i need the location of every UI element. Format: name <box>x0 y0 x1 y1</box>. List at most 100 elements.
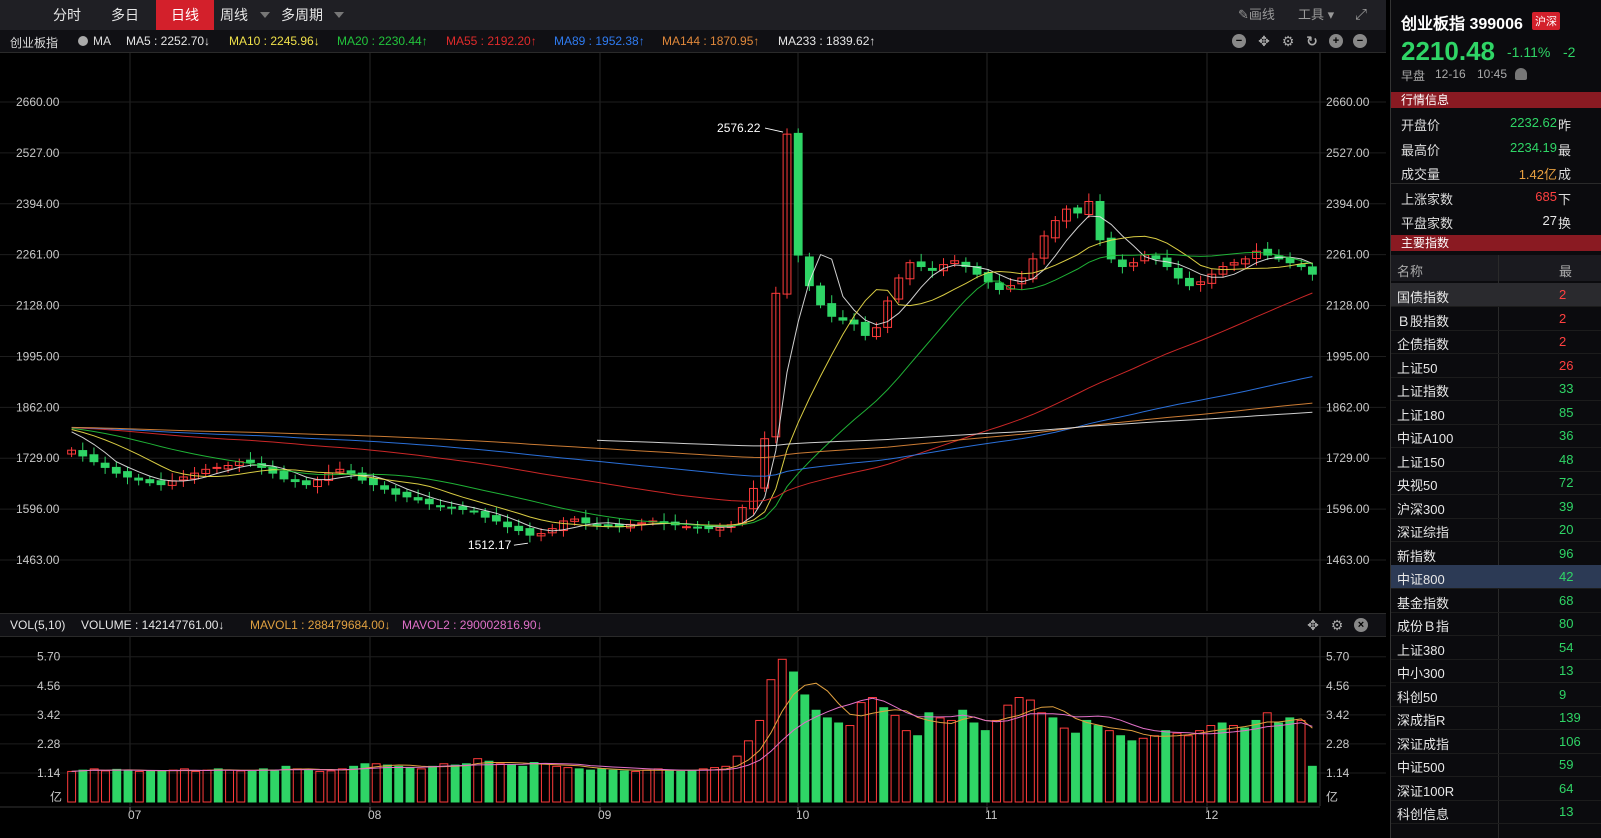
volume-bar[interactable] <box>789 671 798 803</box>
volume-bar[interactable] <box>552 765 562 803</box>
index-row[interactable]: 科创50 9 <box>1391 683 1601 707</box>
candle[interactable] <box>424 498 434 505</box>
volume-bar[interactable] <box>642 769 652 803</box>
collapse-icon[interactable]: − <box>1232 34 1246 48</box>
volume-bar[interactable] <box>315 770 325 803</box>
index-row[interactable]: 成份Ｂ指 80 <box>1391 612 1601 636</box>
volume-bar[interactable] <box>1172 732 1182 803</box>
candle[interactable] <box>1296 264 1306 268</box>
tab-multiperiod[interactable]: 多周期 <box>281 7 323 23</box>
index-row[interactable]: 深证成指 106 <box>1391 730 1601 754</box>
volume-bar[interactable] <box>1206 725 1216 803</box>
refresh-icon[interactable]: ↻ <box>1306 33 1318 49</box>
candle[interactable] <box>402 491 412 498</box>
volume-bar[interactable] <box>1195 730 1205 803</box>
candle[interactable] <box>223 464 233 470</box>
candle[interactable] <box>1307 266 1317 275</box>
candle[interactable] <box>78 450 88 457</box>
volume-bar[interactable] <box>1082 719 1092 803</box>
candle[interactable] <box>916 261 926 268</box>
draw-line-button[interactable]: ✎画线 <box>1238 0 1275 30</box>
volume-bar[interactable] <box>112 768 122 803</box>
volume-bar[interactable] <box>101 770 110 803</box>
volume-bar[interactable] <box>732 755 742 803</box>
volume-bar[interactable] <box>856 702 866 803</box>
candle[interactable] <box>212 466 222 469</box>
volume-bar[interactable] <box>1183 735 1193 803</box>
volume-bar[interactable] <box>1071 732 1080 803</box>
candle[interactable] <box>1185 277 1194 287</box>
volume-bar[interactable] <box>980 730 990 803</box>
add-icon[interactable]: + <box>1329 34 1343 48</box>
volume-bar[interactable] <box>811 709 821 803</box>
volume-bar[interactable] <box>123 769 133 803</box>
volume-bar[interactable] <box>1127 740 1137 803</box>
candle[interactable] <box>760 438 770 489</box>
volume-bar[interactable] <box>1251 719 1261 803</box>
volume-bar[interactable] <box>766 679 776 803</box>
candle[interactable] <box>100 462 110 468</box>
volume-bar[interactable] <box>721 765 731 803</box>
candle[interactable] <box>368 478 378 486</box>
candle[interactable] <box>592 523 602 526</box>
candle[interactable] <box>681 526 691 529</box>
volume-bar[interactable] <box>304 769 313 803</box>
tab-daily[interactable]: 日线 <box>156 0 214 30</box>
candle[interactable] <box>301 480 311 486</box>
index-row[interactable]: 中证500 59 <box>1391 753 1601 777</box>
volume-bar[interactable] <box>619 770 629 803</box>
candle[interactable] <box>525 528 535 536</box>
candle[interactable] <box>246 459 255 463</box>
volume-bar[interactable] <box>608 769 618 803</box>
candle[interactable] <box>201 468 211 475</box>
volume-bar[interactable] <box>281 765 291 803</box>
volume-bar[interactable] <box>529 762 539 803</box>
candle[interactable] <box>1240 258 1250 265</box>
candle[interactable] <box>1263 248 1273 256</box>
index-row[interactable]: 深证综指 20 <box>1391 518 1601 542</box>
candle[interactable] <box>994 282 1004 290</box>
index-row[interactable]: 中证800 42 <box>1391 565 1601 589</box>
candle[interactable] <box>413 497 423 501</box>
volume-bar[interactable] <box>834 722 844 803</box>
volume-bar[interactable] <box>428 765 438 803</box>
candle[interactable] <box>883 300 893 328</box>
volume-bar[interactable] <box>146 770 156 803</box>
volume-bar[interactable] <box>78 769 88 803</box>
volume-bar[interactable] <box>394 765 404 803</box>
volume-bar[interactable] <box>800 694 810 803</box>
index-row[interactable]: 基金指数 68 <box>1391 589 1601 613</box>
weekly-dropdown-icon[interactable] <box>260 12 270 18</box>
volume-bar[interactable] <box>992 719 1001 803</box>
volume-bar[interactable] <box>236 770 246 803</box>
volume-bar[interactable] <box>879 707 889 803</box>
volume-bar[interactable] <box>958 709 968 803</box>
candle[interactable] <box>905 262 915 280</box>
volume-bar[interactable] <box>473 758 483 803</box>
candle[interactable] <box>838 317 848 321</box>
volume-bar[interactable] <box>822 717 832 803</box>
volume-bar[interactable] <box>360 763 370 803</box>
candle[interactable] <box>67 449 77 455</box>
volume-bar[interactable] <box>653 768 663 803</box>
candle[interactable] <box>782 133 792 295</box>
candle[interactable] <box>536 533 546 537</box>
index-row[interactable]: 深证100R 64 <box>1391 777 1601 801</box>
candle[interactable] <box>827 303 837 317</box>
volume-bar[interactable] <box>337 768 347 803</box>
indicator-toggle-icon[interactable] <box>78 36 88 46</box>
candle[interactable] <box>1129 262 1138 267</box>
volume-bar[interactable] <box>383 764 392 803</box>
volume-bar[interactable] <box>664 769 674 803</box>
candle[interactable] <box>1218 266 1228 275</box>
volume-bar[interactable] <box>1307 765 1317 803</box>
index-row[interactable]: 上证50 26 <box>1391 354 1601 378</box>
candle[interactable] <box>469 510 479 513</box>
volume-bar[interactable] <box>1274 722 1283 803</box>
tab-weekly[interactable]: 周线 <box>220 7 248 23</box>
volume-bar[interactable] <box>1025 699 1035 803</box>
index-row[interactable]: 上证指数 33 <box>1391 377 1601 401</box>
volume-bar[interactable] <box>89 768 99 803</box>
candle[interactable] <box>447 506 457 509</box>
index-row[interactable]: 科创信息 13 <box>1391 800 1601 824</box>
